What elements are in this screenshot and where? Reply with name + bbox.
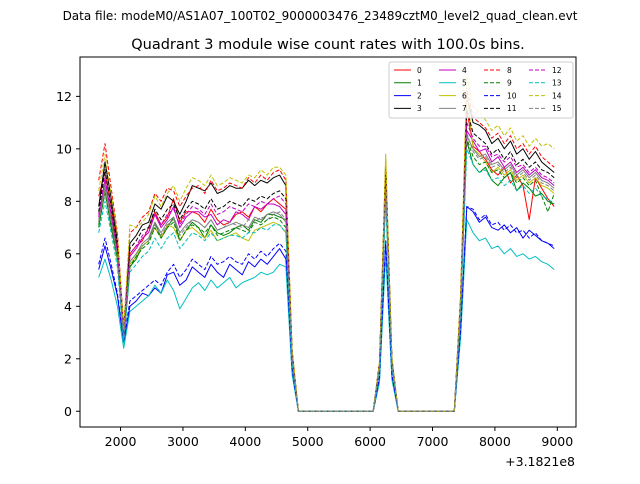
series-line-15 — [98, 132, 555, 412]
x-tick-label: 7000 — [417, 434, 449, 449]
series-line-10 — [98, 206, 555, 412]
legend-label-6: 6 — [462, 91, 467, 100]
y-tick-label: 2 — [64, 351, 72, 366]
plot-frame — [79, 56, 577, 428]
legend-label-5: 5 — [462, 79, 467, 88]
legend-label-12: 12 — [552, 66, 562, 75]
x-tick-label: 8000 — [479, 434, 511, 449]
axes: 2000 3000 4000 5000 6000 7000 8000 900002468101… — [56, 56, 577, 449]
y-tick-label: 4 — [64, 299, 72, 314]
x-tick-label: 4000 — [229, 434, 261, 449]
chart-title: Quadrant 3 module wise count rates with … — [131, 37, 525, 53]
legend-label-0: 0 — [417, 66, 422, 75]
legend-label-8: 8 — [507, 66, 512, 75]
series-line-9 — [98, 137, 555, 412]
y-tick-label: 6 — [64, 246, 72, 261]
series-group — [98, 74, 555, 412]
legend-label-2: 2 — [417, 91, 422, 100]
x-tick-label: 6000 — [354, 434, 386, 449]
x-tick-label: 3000 — [167, 434, 199, 449]
x-tick-label: 5000 — [292, 434, 324, 449]
x-tick-label: 2000 — [105, 434, 137, 449]
legend-label-10: 10 — [507, 91, 517, 100]
series-line-13 — [98, 148, 555, 412]
legend-frame — [388, 61, 574, 119]
y-tick-label: 8 — [64, 194, 72, 209]
y-tick-label: 10 — [56, 141, 72, 156]
legend-label-7: 7 — [462, 104, 467, 113]
legend-label-3: 3 — [417, 104, 422, 113]
x-tick-label: 9000 — [541, 434, 573, 449]
legend-label-4: 4 — [462, 66, 467, 75]
x-offset-label: +3.1821e8 — [505, 454, 575, 469]
legend-label-15: 15 — [552, 104, 562, 113]
legend-label-1: 1 — [417, 79, 422, 88]
y-tick-label: 12 — [56, 89, 72, 104]
y-tick-label: 0 — [64, 404, 72, 419]
chart-suptitle: Data file: modeM0/AS1A07_100T02_90000034… — [63, 9, 578, 23]
legend-label-9: 9 — [507, 79, 512, 88]
plot-area — [98, 74, 555, 412]
legend-label-13: 13 — [552, 79, 562, 88]
legend-label-11: 11 — [507, 104, 517, 113]
legend-label-14: 14 — [552, 91, 562, 100]
